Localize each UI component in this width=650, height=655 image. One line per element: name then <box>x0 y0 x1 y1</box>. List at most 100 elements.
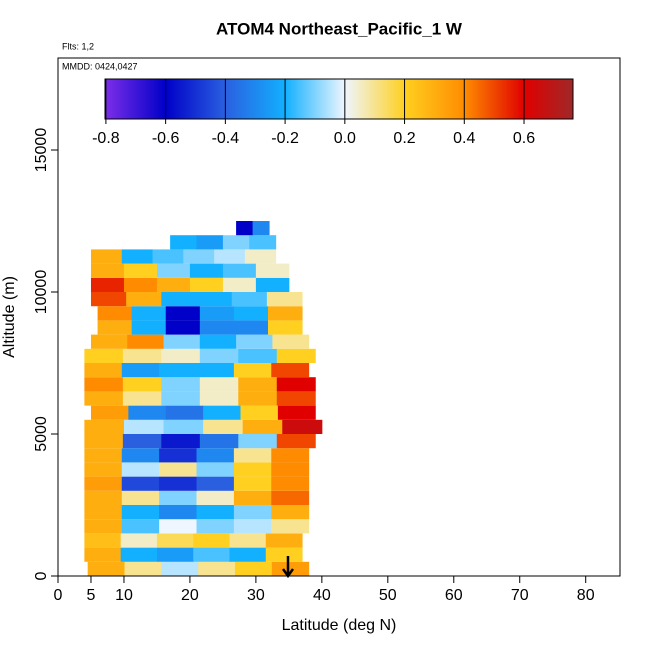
curtain-cell <box>120 547 158 562</box>
curtain-cell <box>156 277 191 293</box>
curtain-cell <box>156 547 194 562</box>
curtain-cell <box>170 235 198 250</box>
curtain-cell <box>161 292 198 307</box>
curtain-cell <box>238 391 278 406</box>
curtain-cell <box>234 561 273 576</box>
y-axis-label: Altitude (m) <box>1 276 18 358</box>
curtain-cell <box>161 391 201 406</box>
colorbar-tick-label: -0.4 <box>212 130 240 147</box>
curtain-cell <box>196 505 235 520</box>
curtain-cell <box>276 391 316 406</box>
colorbar-tick-label: -0.2 <box>271 130 299 147</box>
curtain-cell <box>84 391 124 406</box>
chart-title: ATOM4 Northeast_Pacific_1 W <box>216 19 463 38</box>
curtain-cell <box>265 547 303 562</box>
curtain-cell <box>156 263 191 278</box>
curtain-cell <box>161 348 201 364</box>
curtain-cell <box>196 363 235 378</box>
colorbar <box>104 78 574 120</box>
curtain-cell <box>271 519 310 534</box>
curtain-cell <box>199 306 235 321</box>
curtain-cell <box>159 462 198 477</box>
curtain-cell <box>123 419 165 435</box>
curtain-cell <box>196 476 235 491</box>
curtain-cell <box>229 547 267 562</box>
curtain-cell <box>242 419 283 435</box>
curtain-cell <box>84 363 123 378</box>
y-tick-label: 15000 <box>33 128 50 173</box>
curtain-cell <box>165 405 204 420</box>
curtain-cell <box>165 320 201 335</box>
curtain-cell <box>199 348 239 364</box>
curtain-cell <box>236 221 254 236</box>
curtain-cell <box>255 263 290 278</box>
curtain-cell <box>84 448 123 463</box>
x-tick-label: 60 <box>445 587 463 604</box>
x-tick-label: 50 <box>379 587 397 604</box>
curtain-cell <box>84 490 123 506</box>
curtain-cell <box>189 263 224 278</box>
curtain-cell <box>120 533 158 548</box>
curtain-cell <box>159 363 198 378</box>
curtain-cell <box>199 434 239 449</box>
curtain-cell <box>255 277 290 293</box>
curtain-cell <box>84 462 123 477</box>
curtain-cell <box>159 476 198 491</box>
curtain-cell <box>193 547 231 562</box>
note: MMDD: 0424,0427 <box>62 61 138 71</box>
curtain-cell <box>123 277 158 293</box>
curtain-cell <box>121 249 154 264</box>
curtain-cell <box>121 476 160 491</box>
curtain-cell <box>265 533 303 548</box>
x-tick-label: 0 <box>54 587 63 604</box>
curtain-cell <box>276 434 316 449</box>
curtain-cell <box>222 235 250 250</box>
curtain-cell <box>271 476 310 491</box>
x-tick-label: 20 <box>181 587 199 604</box>
curtain-cell <box>159 505 198 520</box>
curtain-cell <box>97 306 133 321</box>
note: Flts: 1,2 <box>62 41 94 51</box>
curtain-cell <box>199 391 239 406</box>
curtain-cell <box>272 334 310 349</box>
curtain-cell <box>122 377 162 392</box>
curtain-cell <box>123 263 158 278</box>
curtain-cell <box>161 377 201 392</box>
curtain-cell <box>271 505 310 520</box>
curtain-cell <box>131 320 167 335</box>
curtain-cell <box>84 434 124 449</box>
curtain-cell <box>233 519 272 534</box>
x-axis-label: Latitude (deg N) <box>282 617 397 634</box>
curtain-cell <box>240 405 279 420</box>
curtain-cell <box>84 476 123 491</box>
curtain-cell <box>121 519 160 534</box>
curtain-cell <box>238 434 278 449</box>
curtain-cell <box>244 249 277 264</box>
curtain-cell <box>193 533 231 548</box>
curtain-cell <box>90 292 127 307</box>
curtain-cell <box>90 334 128 349</box>
curtain-cell <box>159 490 198 506</box>
curtain-cell <box>122 348 162 364</box>
curtain-cell <box>121 363 160 378</box>
curtain-cell <box>122 391 162 406</box>
curtain-cell <box>196 490 235 506</box>
curtain-cell <box>238 348 278 364</box>
curtain-cell <box>161 561 199 576</box>
curtain-cell <box>121 462 160 477</box>
colorbar-tick-label: -0.8 <box>92 130 120 147</box>
curtain-cell <box>87 561 126 576</box>
curtain-cell <box>229 533 267 548</box>
curtain-cell <box>90 249 123 264</box>
curtain-cell <box>199 377 239 392</box>
curtain-cell <box>271 448 310 463</box>
curtain-cell <box>124 561 162 576</box>
curtain-cell <box>214 249 246 264</box>
curtain-cell <box>233 448 272 463</box>
curtain-cell <box>196 292 233 307</box>
curtain-cell <box>122 434 162 449</box>
curtain-cell <box>252 221 270 236</box>
curtain-cell <box>276 377 316 392</box>
curtain-cell <box>97 320 133 335</box>
